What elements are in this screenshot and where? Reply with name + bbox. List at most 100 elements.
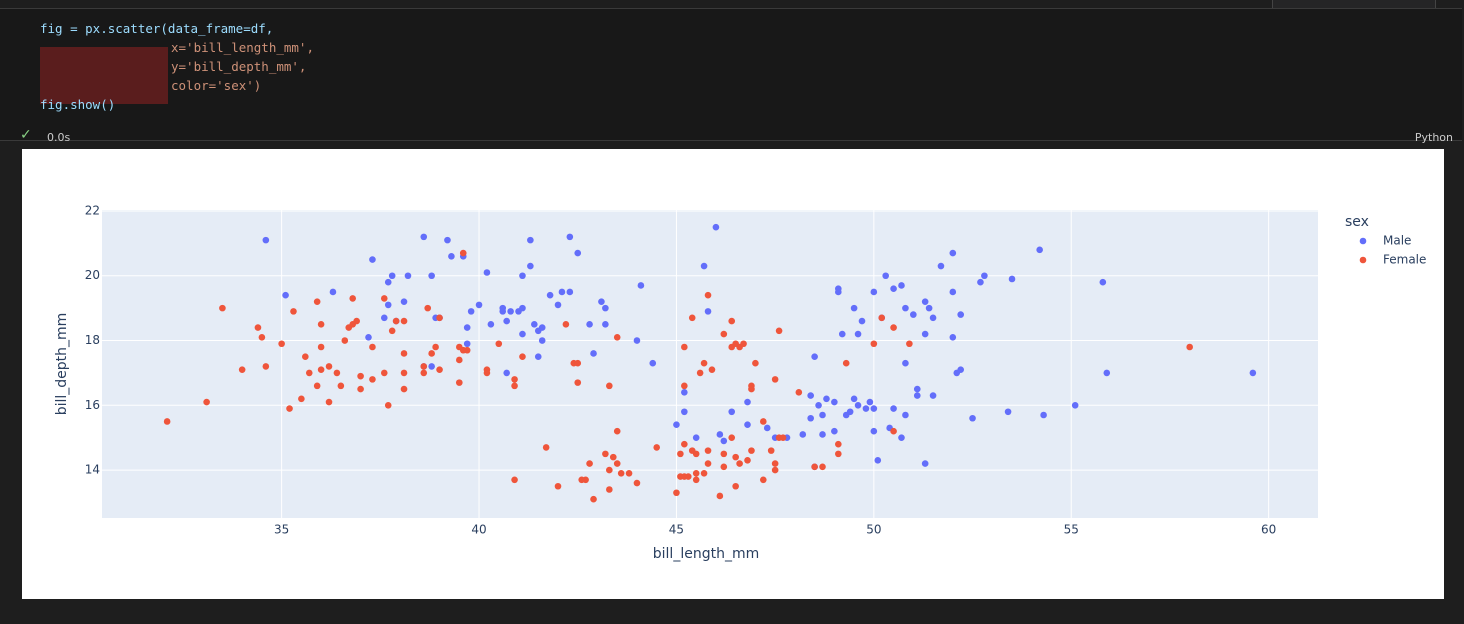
point (858, 317, 866, 325)
point (692, 470, 700, 477)
point (704, 308, 712, 315)
point (854, 401, 862, 409)
point (807, 414, 814, 422)
point (448, 253, 455, 260)
code-line: x='bill_length_mm', (171, 40, 314, 55)
point (775, 327, 783, 335)
point (874, 457, 882, 464)
point (511, 476, 518, 484)
output: bill_length_mm bill_depth_mm sex 35 40 45 5… (22, 149, 1444, 599)
point (380, 314, 388, 322)
point (913, 385, 921, 393)
point (203, 398, 210, 406)
point (586, 321, 593, 328)
point (681, 389, 688, 396)
point (850, 304, 858, 312)
point (902, 304, 909, 312)
point (921, 460, 929, 467)
point (436, 314, 443, 322)
x-tick-label: 50 (866, 523, 881, 537)
point (799, 431, 807, 438)
point (716, 431, 724, 438)
point (819, 463, 826, 471)
point (728, 434, 736, 441)
code-cell: fig = px.scatter(data_frame=df, x='bill_… (0, 8, 1462, 144)
point (400, 298, 408, 305)
y-tick-label: 20 (85, 268, 100, 282)
point (333, 369, 341, 377)
point (602, 304, 609, 312)
point (1004, 408, 1012, 416)
point (444, 236, 451, 244)
point (420, 233, 428, 241)
point (870, 427, 878, 435)
point (815, 401, 822, 409)
point (677, 450, 684, 458)
point (380, 369, 388, 377)
point (262, 236, 270, 244)
point (692, 476, 700, 484)
point (519, 330, 526, 338)
point (957, 366, 965, 373)
point (499, 304, 507, 312)
y-tick-label: 16 (85, 398, 100, 412)
point (546, 291, 554, 299)
point (519, 272, 526, 280)
point (921, 330, 929, 338)
point (384, 278, 392, 286)
point (258, 333, 266, 341)
point (807, 392, 814, 399)
point (380, 295, 388, 302)
point (835, 450, 842, 458)
point (574, 359, 582, 367)
point (606, 486, 613, 493)
point (369, 256, 376, 263)
point (720, 437, 728, 445)
point (527, 262, 534, 270)
point (313, 298, 321, 305)
point (823, 395, 830, 403)
point (704, 291, 712, 299)
point (392, 317, 400, 325)
point (732, 482, 739, 490)
language[interactable]: Python (1414, 131, 1453, 144)
point (673, 489, 680, 497)
point (606, 382, 613, 390)
point (542, 444, 550, 451)
x-tick-label: 55 (1064, 523, 1079, 537)
point (850, 395, 858, 403)
point (681, 440, 688, 448)
point (298, 395, 305, 403)
legend-label: Female (1383, 253, 1426, 267)
point (609, 453, 617, 461)
point (436, 366, 443, 373)
point (890, 405, 897, 412)
point (921, 298, 929, 305)
point (771, 466, 779, 474)
x-tick-label: 45 (669, 523, 684, 537)
point (842, 359, 850, 367)
point (625, 470, 633, 477)
code-line: fig.show() (40, 97, 116, 112)
point (463, 324, 471, 331)
point (633, 479, 641, 487)
point (838, 330, 846, 338)
point (598, 298, 605, 305)
point (305, 369, 313, 377)
point (369, 343, 376, 351)
point (554, 482, 562, 490)
point (574, 379, 582, 386)
point (819, 431, 826, 438)
point (317, 366, 325, 373)
point (428, 272, 435, 280)
point (870, 405, 878, 412)
point (890, 285, 897, 293)
point (744, 457, 751, 464)
point (684, 473, 692, 480)
y-axis-title: bill_depth_mm (54, 313, 70, 416)
point (673, 421, 680, 429)
point (420, 369, 428, 377)
point (925, 304, 933, 312)
point (566, 288, 574, 296)
